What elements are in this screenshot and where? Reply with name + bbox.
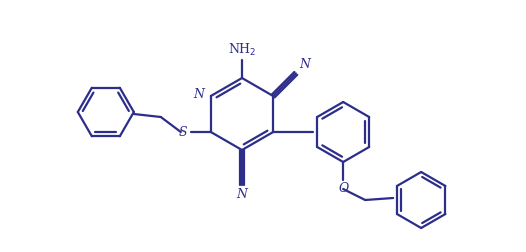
Text: NH$_2$: NH$_2$ (228, 42, 256, 58)
Text: N: N (299, 58, 310, 71)
Text: N: N (237, 188, 248, 201)
Text: O: O (338, 182, 348, 195)
Text: S: S (178, 125, 187, 139)
Text: N: N (193, 88, 204, 102)
